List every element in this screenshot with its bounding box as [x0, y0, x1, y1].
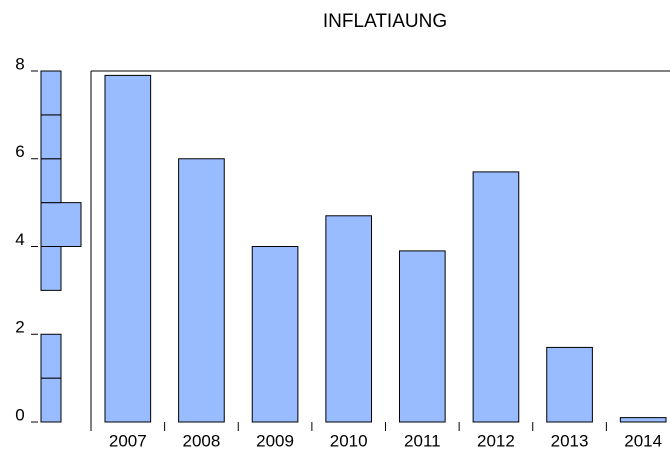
x-tick-label: 2012 — [477, 431, 515, 450]
y-tick-label: 0 — [15, 405, 24, 424]
y-tick-label: 4 — [15, 230, 24, 249]
histogram-bar — [40, 70, 62, 116]
bar — [178, 158, 225, 423]
y-tick-label: 2 — [15, 318, 24, 337]
histogram-bar — [40, 246, 62, 291]
histogram-bar — [40, 377, 62, 423]
chart-title: INFLATIAUNG — [323, 11, 447, 32]
x-tick-label: 2007 — [109, 431, 147, 450]
histogram-bar — [40, 202, 82, 247]
bar — [398, 250, 446, 423]
y-tick-label: 6 — [15, 142, 24, 161]
histogram-bar — [40, 158, 62, 204]
histogram-bar — [40, 333, 62, 379]
bar — [546, 346, 593, 423]
x-tick-label: 2011 — [404, 431, 441, 450]
x-tick-label: 2009 — [256, 431, 294, 450]
x-tick-label: 2013 — [551, 431, 589, 450]
x-tick-label: 2010 — [330, 431, 368, 450]
bar — [251, 246, 299, 423]
y-tick-label: 8 — [15, 54, 24, 73]
x-tick-label: 2014 — [624, 431, 662, 450]
x-tick-label: 2008 — [183, 431, 221, 450]
histogram-bar — [40, 114, 62, 160]
bar — [472, 171, 520, 423]
bar — [325, 215, 373, 423]
bar — [619, 417, 667, 423]
bar — [104, 74, 152, 423]
